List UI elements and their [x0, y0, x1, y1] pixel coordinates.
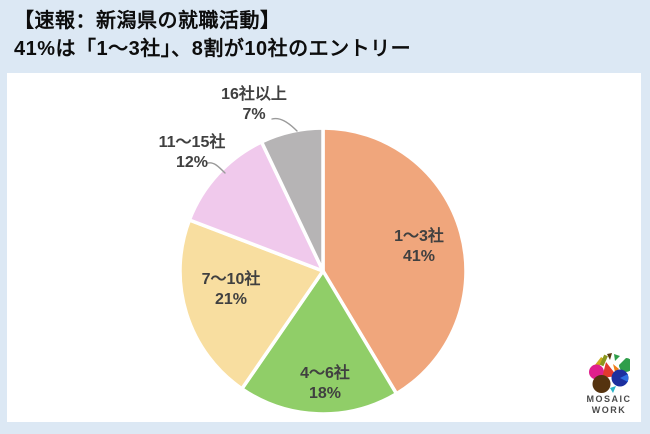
mosaic-logo-text-line2: WORK: [591, 405, 627, 415]
pie-slice-1: [321, 126, 468, 396]
page-title-line1: 【速報：新潟県の就職活動】: [14, 10, 281, 32]
slice-label-name-3: 7〜10社: [202, 269, 261, 288]
slice-label-name-2: 4〜6社: [300, 363, 350, 382]
page-title: 【速報：新潟県の就職活動】 41%は「1〜3社」、8割が10社のエントリー: [14, 7, 634, 63]
mosaic-logo-text-line1: MOSAIC: [586, 394, 632, 404]
slice-label-percent-5: 7%: [242, 106, 265, 123]
pie-chart: 1〜3社 41% 4〜6社 18% 7〜10社 21% 11〜15社 12% 16社以上 7%: [159, 84, 468, 416]
slice-label-percent-2: 18%: [309, 385, 341, 402]
slice-label-percent-1: 41%: [403, 248, 435, 265]
slice-label-name-4: 11〜15社: [159, 132, 226, 151]
pie-slice-3: [178, 218, 325, 391]
mosaic-logo-icon: [589, 353, 630, 393]
leader-line-4: [207, 162, 226, 174]
page-title-line2: 41%は「1〜3社」、8割が10社のエントリー: [14, 38, 412, 60]
leader-line-5: [271, 117, 298, 132]
slice-label-name-1: 1〜3社: [394, 226, 444, 245]
pie-slice-4: [187, 140, 325, 273]
chart-panel: 1〜3社 41% 4〜6社 18% 7〜10社 21% 11〜15社 12% 16社以上 7% M…: [7, 73, 641, 422]
pie-slice-2: [240, 269, 399, 416]
slice-label-percent-3: 21%: [215, 291, 247, 308]
slice-label-percent-4: 12%: [176, 154, 208, 171]
pie-slice-5: [259, 126, 325, 273]
mosaic-work-logo: MOSAIC WORK: [585, 352, 633, 416]
slice-label-name-5: 16社以上: [221, 84, 287, 103]
